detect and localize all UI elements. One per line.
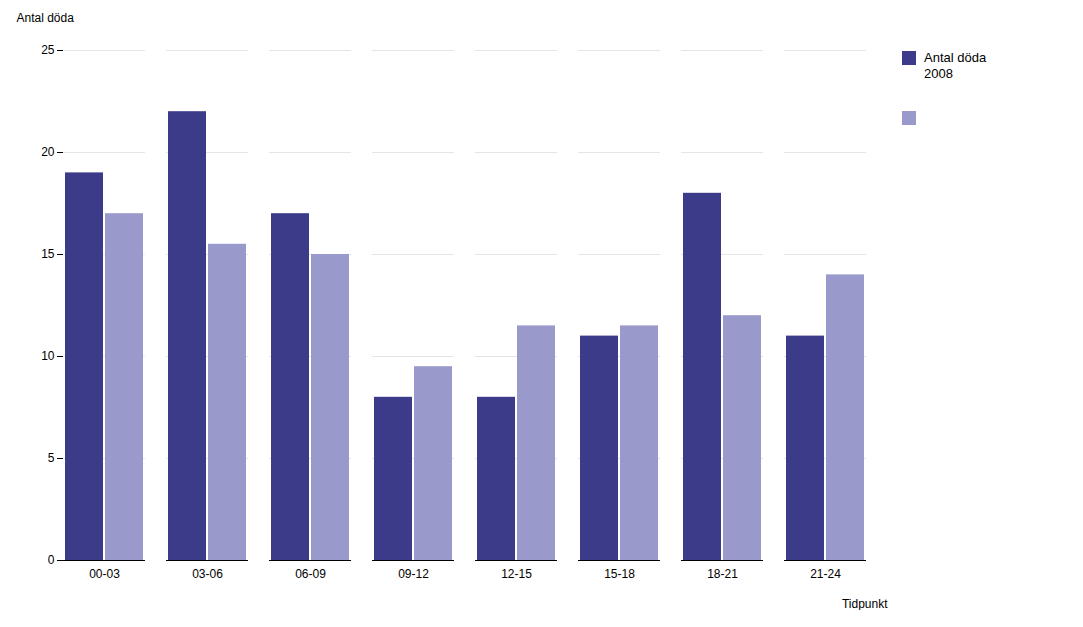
svg-text:21-24: 21-24 — [810, 567, 841, 581]
svg-text:00-03: 00-03 — [89, 567, 120, 581]
html-text:Antal döda 2008: Antal döda 2008 — [924, 50, 987, 81]
svg-text:Antal döda: Antal döda — [17, 11, 75, 25]
svg-text:18-21: 18-21 — [707, 567, 738, 581]
svg-text:09-12: 09-12 — [398, 567, 429, 581]
svg-text:06-09: 06-09 — [295, 567, 326, 581]
svg-text:Tidpunkt: Tidpunkt — [842, 597, 888, 611]
svg-text:5: 5 — [48, 451, 55, 465]
svg-text:20: 20 — [41, 145, 55, 159]
svg-text:15: 15 — [41, 247, 55, 261]
svg-text:15-18: 15-18 — [604, 567, 635, 581]
svg-text:10: 10 — [41, 349, 55, 363]
svg-text:0: 0 — [48, 553, 55, 567]
svg-text:03-06: 03-06 — [192, 567, 223, 581]
svg-text:12-15: 12-15 — [501, 567, 532, 581]
svg-text:25: 25 — [41, 43, 55, 57]
